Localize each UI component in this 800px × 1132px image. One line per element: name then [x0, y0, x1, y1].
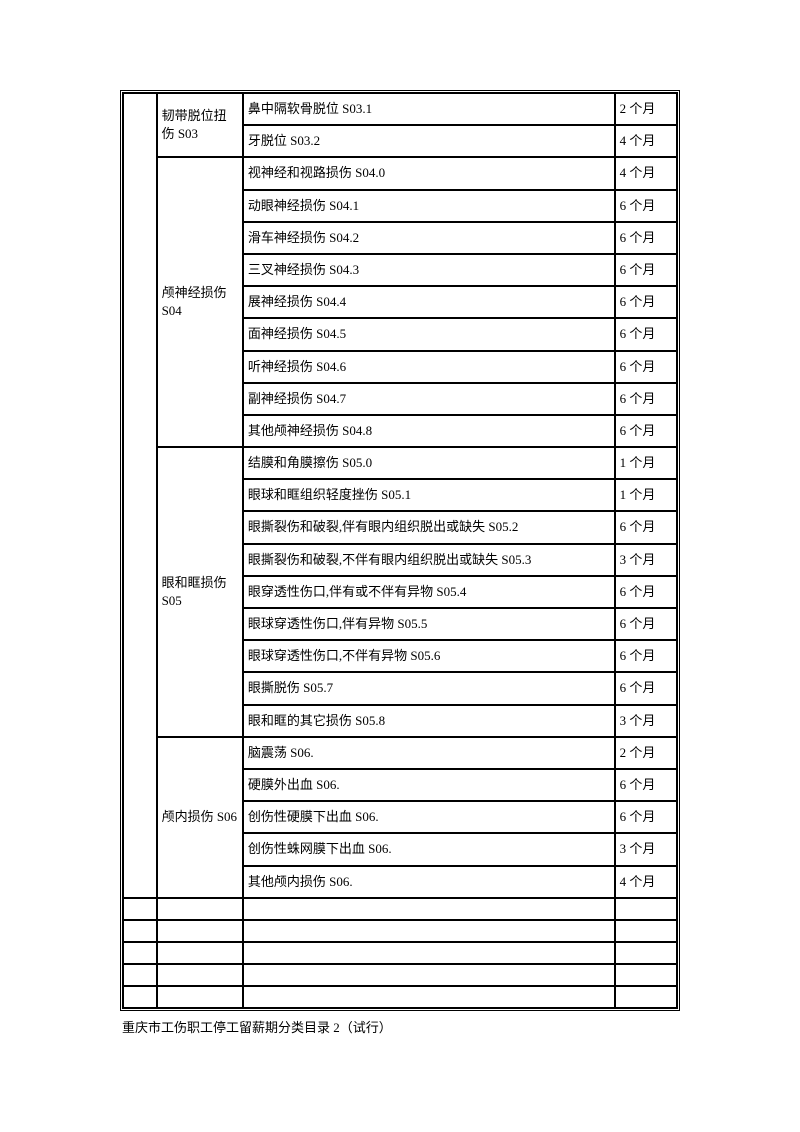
duration-cell: 4 个月 [615, 866, 677, 898]
table-row: 颅神经损伤 S04视神经和视路损伤 S04.04 个月 [123, 157, 677, 189]
empty-cell [615, 942, 677, 964]
duration-cell: 6 个月 [615, 415, 677, 447]
duration-cell: 6 个月 [615, 351, 677, 383]
description-cell: 创伤性硬膜下出血 S06. [243, 801, 615, 833]
empty-row [123, 964, 677, 986]
description-cell: 滑车神经损伤 S04.2 [243, 222, 615, 254]
duration-cell: 6 个月 [615, 222, 677, 254]
empty-cell [157, 942, 243, 964]
duration-cell: 6 个月 [615, 640, 677, 672]
empty-row [123, 920, 677, 942]
empty-row [123, 986, 677, 1008]
category-cell: 颅内损伤 S06 [157, 737, 243, 898]
duration-cell: 4 个月 [615, 157, 677, 189]
table-row: 眼和眶损伤 S05结膜和角膜擦伤 S05.01 个月 [123, 447, 677, 479]
description-cell: 创伤性蛛网膜下出血 S06. [243, 833, 615, 865]
table-row: 韧带脱位扭伤 S03鼻中隔软骨脱位 S03.12 个月 [123, 93, 677, 125]
description-cell: 牙脱位 S03.2 [243, 125, 615, 157]
duration-cell: 6 个月 [615, 769, 677, 801]
duration-cell: 2 个月 [615, 737, 677, 769]
left-margin-cell [123, 93, 157, 898]
empty-cell [157, 898, 243, 920]
description-cell: 脑震荡 S06. [243, 737, 615, 769]
duration-cell: 4 个月 [615, 125, 677, 157]
duration-cell: 3 个月 [615, 544, 677, 576]
duration-cell: 6 个月 [615, 576, 677, 608]
empty-cell [157, 964, 243, 986]
duration-cell: 1 个月 [615, 447, 677, 479]
empty-cell [243, 964, 615, 986]
duration-cell: 6 个月 [615, 608, 677, 640]
description-cell: 眼球穿透性伤口,不伴有异物 S05.6 [243, 640, 615, 672]
description-cell: 结膜和角膜擦伤 S05.0 [243, 447, 615, 479]
empty-cell [615, 920, 677, 942]
empty-cell [243, 986, 615, 1008]
description-cell: 展神经损伤 S04.4 [243, 286, 615, 318]
description-cell: 副神经损伤 S04.7 [243, 383, 615, 415]
description-cell: 眼和眶的其它损伤 S05.8 [243, 705, 615, 737]
injury-classification-table: 韧带脱位扭伤 S03鼻中隔软骨脱位 S03.12 个月牙脱位 S03.24 个月… [120, 90, 680, 1011]
duration-cell: 6 个月 [615, 801, 677, 833]
empty-row [123, 942, 677, 964]
duration-cell: 6 个月 [615, 254, 677, 286]
category-cell: 韧带脱位扭伤 S03 [157, 93, 243, 157]
description-cell: 眼撕裂伤和破裂,不伴有眼内组织脱出或缺失 S05.3 [243, 544, 615, 576]
duration-cell: 6 个月 [615, 383, 677, 415]
empty-cell [123, 942, 157, 964]
description-cell: 动眼神经损伤 S04.1 [243, 190, 615, 222]
empty-cell [615, 964, 677, 986]
description-cell: 视神经和视路损伤 S04.0 [243, 157, 615, 189]
duration-cell: 6 个月 [615, 672, 677, 704]
description-cell: 三叉神经损伤 S04.3 [243, 254, 615, 286]
duration-cell: 3 个月 [615, 833, 677, 865]
empty-cell [123, 898, 157, 920]
empty-cell [123, 986, 157, 1008]
empty-cell [157, 986, 243, 1008]
empty-cell [243, 942, 615, 964]
duration-cell: 2 个月 [615, 93, 677, 125]
description-cell: 眼球和眶组织轻度挫伤 S05.1 [243, 479, 615, 511]
description-cell: 眼撕脱伤 S05.7 [243, 672, 615, 704]
empty-row [123, 898, 677, 920]
description-cell: 其他颅内损伤 S06. [243, 866, 615, 898]
description-cell: 鼻中隔软骨脱位 S03.1 [243, 93, 615, 125]
empty-cell [243, 920, 615, 942]
duration-cell: 6 个月 [615, 511, 677, 543]
duration-cell: 1 个月 [615, 479, 677, 511]
category-cell: 眼和眶损伤 S05 [157, 447, 243, 737]
duration-cell: 6 个月 [615, 286, 677, 318]
empty-cell [123, 964, 157, 986]
table-row: 颅内损伤 S06脑震荡 S06.2 个月 [123, 737, 677, 769]
description-cell: 面神经损伤 S04.5 [243, 318, 615, 350]
footer-caption: 重庆市工伤职工停工留薪期分类目录 2（试行） [120, 1017, 680, 1036]
empty-cell [615, 898, 677, 920]
duration-cell: 3 个月 [615, 705, 677, 737]
duration-cell: 6 个月 [615, 318, 677, 350]
description-cell: 听神经损伤 S04.6 [243, 351, 615, 383]
empty-cell [157, 920, 243, 942]
description-cell: 硬膜外出血 S06. [243, 769, 615, 801]
description-cell: 眼球穿透性伤口,伴有异物 S05.5 [243, 608, 615, 640]
description-cell: 眼撕裂伤和破裂,伴有眼内组织脱出或缺失 S05.2 [243, 511, 615, 543]
duration-cell: 6 个月 [615, 190, 677, 222]
description-cell: 其他颅神经损伤 S04.8 [243, 415, 615, 447]
empty-cell [123, 920, 157, 942]
description-cell: 眼穿透性伤口,伴有或不伴有异物 S05.4 [243, 576, 615, 608]
empty-cell [243, 898, 615, 920]
category-cell: 颅神经损伤 S04 [157, 157, 243, 447]
empty-cell [615, 986, 677, 1008]
